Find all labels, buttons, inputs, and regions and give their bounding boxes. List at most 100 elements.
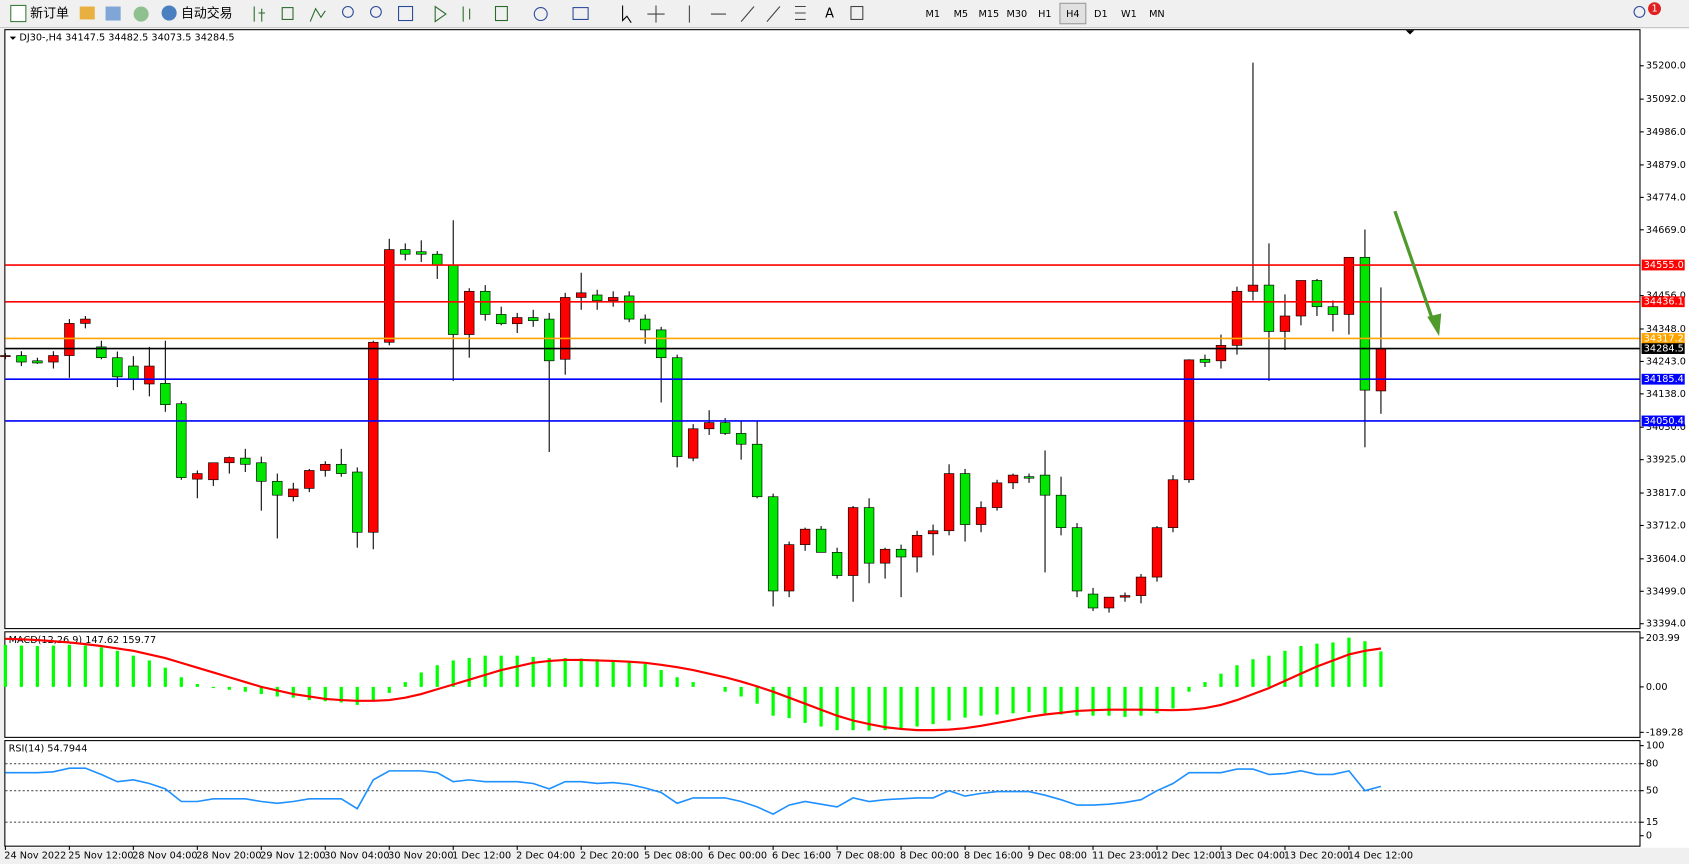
icon[interactable] bbox=[281, 7, 294, 20]
active-timeframe-box bbox=[1059, 2, 1087, 25]
icon[interactable] bbox=[398, 5, 414, 22]
histogram-bar bbox=[835, 686, 839, 731]
x-tick-label: 1 Dec 12:00 bbox=[452, 850, 511, 861]
candle-body bbox=[336, 463, 347, 474]
timeframe-button[interactable]: M1 bbox=[926, 9, 941, 20]
candle-body bbox=[815, 528, 827, 553]
histogram-bar bbox=[1363, 641, 1367, 687]
timeframe-button[interactable]: MN bbox=[1149, 9, 1165, 20]
candle-body bbox=[1263, 284, 1275, 332]
histogram-bar bbox=[563, 658, 567, 687]
histogram-bar bbox=[1043, 686, 1047, 714]
histogram-bar bbox=[755, 686, 759, 704]
text-tool-icon[interactable]: A bbox=[825, 7, 834, 22]
level-price-label: 34436.1 bbox=[1644, 297, 1684, 308]
toolbar-icons[interactable] bbox=[253, 5, 864, 23]
candle-body bbox=[943, 473, 955, 532]
y-tick-label: 0 bbox=[1646, 831, 1652, 842]
icon[interactable] bbox=[533, 7, 548, 22]
y-tick-label: 33817.0 bbox=[1646, 488, 1686, 499]
candle-body bbox=[799, 528, 811, 545]
candle-body bbox=[687, 428, 699, 459]
candle-body bbox=[863, 507, 875, 564]
icon[interactable] bbox=[133, 6, 149, 22]
histogram-bar bbox=[1123, 686, 1127, 717]
histogram-bar bbox=[467, 658, 471, 687]
button-label: 新订单 bbox=[30, 6, 69, 22]
candle-body bbox=[1087, 593, 1099, 609]
histogram-bar bbox=[243, 686, 247, 692]
histogram-bar bbox=[1187, 686, 1191, 692]
icon[interactable] bbox=[309, 7, 326, 22]
icon[interactable] bbox=[253, 6, 265, 22]
candle-body bbox=[1167, 479, 1179, 528]
candle-body bbox=[1055, 494, 1067, 528]
icon[interactable] bbox=[850, 5, 864, 20]
y-tick-label: 33604.0 bbox=[1646, 554, 1686, 565]
chart-window bbox=[4, 29, 1689, 848]
candle-body bbox=[847, 507, 859, 576]
icon[interactable] bbox=[647, 5, 665, 23]
histogram-bar bbox=[147, 660, 151, 687]
icon[interactable] bbox=[342, 5, 354, 18]
icon[interactable] bbox=[572, 7, 589, 20]
candle-body bbox=[96, 346, 107, 359]
timeframe-button[interactable]: H4 bbox=[1066, 9, 1079, 20]
candle-body bbox=[256, 462, 267, 482]
histogram-bar bbox=[1267, 655, 1271, 687]
icon[interactable] bbox=[370, 5, 382, 18]
histogram-bar bbox=[179, 677, 183, 687]
histogram-bar bbox=[867, 686, 871, 731]
y-tick-label: 34138.0 bbox=[1646, 389, 1686, 400]
icon[interactable] bbox=[462, 6, 471, 22]
candle-body bbox=[1279, 315, 1291, 332]
icon[interactable] bbox=[79, 6, 95, 20]
histogram-bar bbox=[819, 686, 823, 727]
candle-body bbox=[879, 548, 891, 564]
y-tick-label: 33925.0 bbox=[1646, 455, 1686, 466]
histogram-bar bbox=[483, 655, 487, 687]
timeframe-button[interactable]: M30 bbox=[1007, 9, 1028, 20]
level-price-label: 34317.2 bbox=[1644, 333, 1684, 344]
timeframe-button[interactable]: M5 bbox=[954, 9, 969, 20]
timeframe-button[interactable]: D1 bbox=[1094, 9, 1108, 20]
x-tick-label: 11 Dec 23:00 bbox=[1092, 850, 1157, 861]
y-tick-label: 34774.0 bbox=[1646, 192, 1686, 203]
candle-body bbox=[176, 403, 187, 478]
histogram-bar bbox=[163, 667, 167, 687]
timeframe-button[interactable]: H1 bbox=[1038, 9, 1051, 20]
candle-body bbox=[320, 463, 331, 471]
x-tick-label: 7 Dec 08:00 bbox=[836, 850, 895, 861]
candle-body bbox=[16, 355, 27, 363]
icon[interactable] bbox=[688, 5, 806, 23]
candle-body bbox=[352, 471, 363, 533]
candle-body bbox=[192, 473, 203, 480]
histogram-bar bbox=[403, 682, 407, 687]
histogram-bar bbox=[675, 677, 679, 687]
candle-body bbox=[400, 249, 411, 255]
histogram-bar bbox=[979, 686, 983, 716]
panel-title: MACD(12,26,9) 147.62 159.77 bbox=[9, 635, 157, 646]
x-tick-label: 5 Dec 08:00 bbox=[644, 850, 703, 861]
notification-badge[interactable] bbox=[1648, 2, 1661, 16]
histogram-bar bbox=[451, 660, 455, 687]
histogram-bar bbox=[1379, 651, 1383, 687]
candle-body bbox=[991, 482, 1003, 508]
x-tick-label: 6 Dec 00:00 bbox=[708, 850, 767, 861]
icon[interactable] bbox=[105, 6, 121, 21]
histogram-bar bbox=[1219, 673, 1223, 687]
timeframe-button[interactable]: W1 bbox=[1121, 9, 1137, 20]
search-icon[interactable] bbox=[1633, 5, 1646, 18]
candle-body bbox=[1135, 576, 1147, 596]
candle-body bbox=[927, 530, 939, 535]
timeframe-button[interactable]: M15 bbox=[978, 9, 999, 20]
icon[interactable] bbox=[494, 5, 508, 22]
y-tick-label: 100 bbox=[1646, 741, 1665, 752]
level-price-box bbox=[1641, 333, 1685, 344]
icon[interactable] bbox=[434, 5, 447, 23]
y-tick-label: 35092.0 bbox=[1646, 94, 1686, 105]
auto-trading-button[interactable]: 自动交易 bbox=[161, 5, 233, 22]
new-order-button[interactable]: 新订单 bbox=[10, 4, 69, 23]
icon[interactable] bbox=[622, 5, 632, 23]
histogram-bar bbox=[803, 686, 807, 723]
